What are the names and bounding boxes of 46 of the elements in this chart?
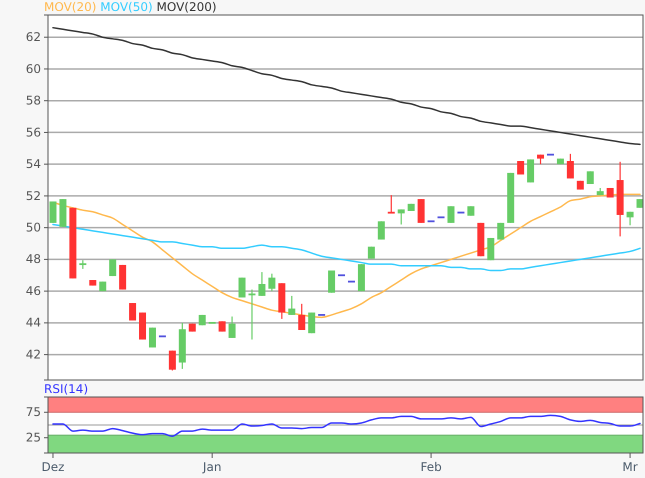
y-tick-label: 42 <box>26 347 41 362</box>
candlestick <box>537 154 544 165</box>
y-tick-label: 75 <box>26 405 41 420</box>
line-series <box>52 26 641 146</box>
candlestick <box>168 350 176 372</box>
line-series <box>52 414 641 437</box>
candlestick <box>447 206 454 224</box>
candlestick <box>398 208 405 226</box>
text: MOV(20) <box>44 0 96 14</box>
candlestick <box>49 200 56 224</box>
candlestick <box>288 295 296 316</box>
candlestick <box>268 273 276 292</box>
candlestick <box>517 161 524 174</box>
candlestick <box>328 270 336 294</box>
candlestick <box>228 316 236 339</box>
candlestick <box>129 302 136 322</box>
y-tick-label: 48 <box>26 252 41 266</box>
candlestick <box>258 271 266 296</box>
x-tick-label: Mr <box>622 460 638 474</box>
y-tick-label: 25 <box>26 430 41 445</box>
y-tick-label: 54 <box>26 157 41 172</box>
text: RSI(14) <box>44 382 88 396</box>
y-tick-label: 62 <box>26 30 41 44</box>
x-tick-label: Dez <box>42 460 64 474</box>
candlestick <box>467 206 474 216</box>
y-tick-label: 52 <box>26 188 41 203</box>
text: MOV(50) <box>96 0 153 14</box>
candlestick <box>148 327 156 348</box>
candlestick <box>248 288 256 340</box>
line-series <box>52 224 641 272</box>
candlestick <box>418 198 425 224</box>
y-tick-label: 44 <box>26 316 41 330</box>
y-tick-label: 46 <box>26 284 41 298</box>
x-tick-label: Jan <box>202 460 222 474</box>
candlestick <box>527 158 534 184</box>
candlestick <box>308 312 316 334</box>
candlestick <box>238 277 246 298</box>
text: MOV(200) <box>152 0 217 14</box>
y-tick-label: 60 <box>26 62 41 76</box>
candlestick <box>566 153 574 180</box>
candlestick <box>626 211 634 226</box>
candlestick <box>298 303 306 331</box>
y-tick-label: 58 <box>26 94 41 108</box>
y-tick-label: 56 <box>26 125 41 140</box>
x-tick-label: Feb <box>420 460 442 474</box>
y-tick-label: 50 <box>26 220 41 234</box>
